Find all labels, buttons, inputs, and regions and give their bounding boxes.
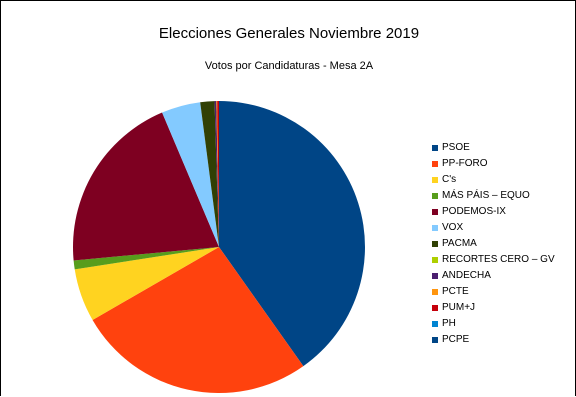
legend-label: PACMA [442,238,477,249]
legend-swatch [432,209,438,215]
legend-label: RECORTES CERO – GV [442,254,555,265]
legend-swatch [432,305,438,311]
legend-label: MÁS PÁIS – EQUO [442,190,530,201]
pie-slice-pum-j [217,100,219,247]
legend-swatch [432,273,438,279]
legend-swatch [432,161,438,167]
legend-swatch [432,289,438,295]
pie-slice-pp-foro [92,247,304,393]
legend-swatch [432,177,438,183]
pie-slice-m-s-p-is-equo [73,247,220,270]
legend-swatch [432,145,438,151]
chart-title: Elecciones Generales Noviembre 2019 [158,25,420,42]
legend-label: PH [442,318,456,329]
legend-label: PCPE [442,334,470,345]
pie-slice-c-s [74,247,219,320]
pie-slice-podemos-ix [72,112,219,261]
legend-label: ANDECHA [442,270,491,281]
legend-swatch [432,257,438,263]
legend-label: C's [442,174,457,185]
legend-label: PP-FORO [442,158,488,169]
legend-swatch [432,225,438,231]
legend-label: VOX [442,222,464,233]
chart-subtitle: Votos por Candidaturas - Mesa 2A [204,60,374,72]
legend-label: PODEMOS-IX [442,206,506,217]
legend-swatch [432,321,438,327]
pie-slice-psoe [219,101,365,367]
legend-label: PCTE [442,286,469,297]
pie-slice-vox [162,102,219,247]
pie-slice-pcte [216,101,219,247]
pie-slice-andecha [214,101,219,248]
pie-slice-pacma [200,101,219,247]
legend-swatch [432,193,438,199]
legend-swatch [432,337,438,343]
legend-label: PUM+J [442,302,476,313]
legend-label: PSOE [442,142,470,153]
legend-swatch [432,241,438,247]
